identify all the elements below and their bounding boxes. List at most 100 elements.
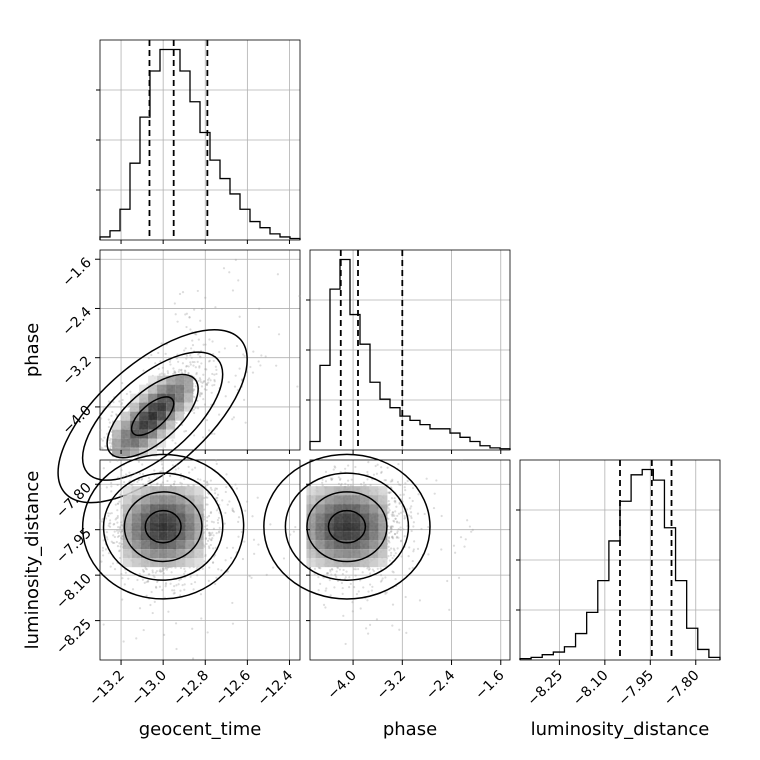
sample-point: [102, 539, 105, 542]
sample-point: [102, 467, 105, 470]
sample-point: [257, 325, 260, 329]
sample-point: [407, 555, 410, 558]
sample-point: [393, 533, 397, 536]
sample-point: [324, 480, 328, 483]
density-cell: [158, 558, 168, 568]
sample-point: [392, 513, 395, 516]
sample-point: [197, 353, 200, 356]
sample-point: [191, 339, 194, 342]
sample-point: [334, 466, 337, 469]
sample-point: [166, 566, 169, 569]
sample-point: [151, 569, 154, 572]
sample-point: [183, 477, 186, 481]
sample-point: [222, 267, 226, 270]
sample-point: [106, 432, 109, 435]
sample-point: [384, 576, 387, 579]
sample-point: [109, 460, 112, 463]
density-cell: [131, 495, 141, 505]
sample-point: [145, 568, 148, 571]
sample-point: [185, 312, 189, 315]
sample-point: [207, 381, 210, 384]
density-cell: [306, 522, 316, 532]
density-cell: [324, 531, 334, 541]
sample-point: [183, 430, 186, 433]
sample-point: [110, 414, 113, 417]
tick-label: −2.4: [59, 304, 94, 339]
sample-point: [393, 500, 396, 503]
sample-point: [329, 568, 332, 572]
density-cell: [324, 486, 334, 496]
sample-point: [154, 571, 157, 574]
sample-point: [223, 522, 226, 525]
density-cell: [333, 495, 343, 505]
sample-point: [413, 540, 416, 543]
sample-point: [427, 553, 430, 556]
sample-point: [111, 410, 114, 414]
sample-point: [365, 627, 368, 630]
sample-point: [181, 291, 185, 294]
sample-point: [210, 533, 213, 536]
sample-point: [184, 570, 187, 573]
sample-point: [125, 392, 128, 396]
sample-point: [440, 548, 443, 551]
sample-point: [217, 568, 220, 571]
sample-point: [372, 570, 376, 573]
sample-point: [200, 617, 203, 620]
sample-point: [121, 382, 124, 385]
sample-point: [252, 538, 256, 541]
sample-point: [391, 511, 395, 514]
sample-point: [188, 316, 191, 319]
sample-point: [161, 467, 164, 470]
sample-point: [109, 565, 112, 568]
sample-point: [351, 610, 354, 613]
density-cell: [149, 540, 159, 550]
density-cell: [121, 438, 131, 448]
sample-point: [184, 347, 187, 350]
density-cell: [166, 411, 176, 421]
sample-point: [409, 511, 413, 514]
sample-point: [410, 516, 413, 520]
density-cell: [149, 549, 159, 559]
sample-point: [412, 521, 416, 524]
sample-point: [260, 354, 263, 357]
sample-point: [113, 535, 117, 539]
sample-point: [217, 531, 220, 534]
sample-point: [119, 531, 123, 534]
contour-level-1: [130, 396, 175, 437]
sample-point: [210, 539, 213, 542]
density-cell: [184, 393, 194, 403]
sample-point: [141, 463, 144, 466]
sample-point: [145, 580, 148, 584]
sample-point: [109, 437, 112, 440]
sample-point: [180, 371, 183, 374]
sample-point: [185, 325, 188, 329]
sample-point: [153, 469, 156, 472]
sample-point: [162, 568, 165, 572]
sample-point: [399, 540, 403, 543]
sample-point: [130, 483, 133, 487]
sample-point: [178, 368, 181, 371]
sample-point: [391, 480, 394, 483]
sample-point: [156, 476, 159, 479]
sample-point: [173, 591, 176, 595]
sample-point: [411, 566, 414, 569]
density-cell: [360, 513, 370, 523]
density-cell: [342, 522, 352, 532]
sample-point: [177, 370, 180, 373]
sample-point: [162, 572, 165, 575]
sample-point: [116, 516, 119, 519]
sample-point: [383, 479, 386, 482]
sample-point: [164, 583, 167, 586]
sample-point: [399, 511, 403, 514]
density-cell: [351, 504, 361, 514]
density-cell: [122, 504, 132, 514]
sample-point: [317, 576, 320, 579]
sample-point: [344, 467, 347, 470]
sample-point: [226, 570, 229, 573]
sample-point: [215, 532, 218, 535]
sample-point: [209, 479, 212, 482]
sample-point: [184, 370, 187, 373]
sample-point: [357, 568, 360, 571]
sample-point: [380, 471, 383, 474]
sample-point: [122, 640, 125, 643]
